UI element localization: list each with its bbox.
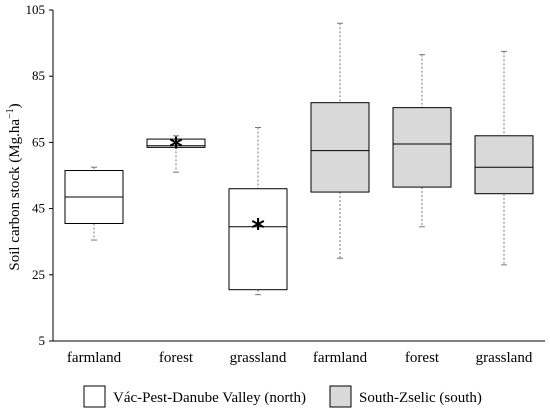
y-tick-label: 105 — [26, 2, 46, 17]
mean-asterisk-icon: * — [169, 133, 183, 163]
box-north-farmland — [64, 166, 124, 241]
y-tick-label: 65 — [32, 134, 45, 149]
legend: Vác-Pest-Danube Valley (north) South-Zse… — [83, 385, 482, 408]
axes-group — [52, 10, 545, 342]
category-labels: farmland forest grassland farmland forest gra… — [67, 350, 533, 366]
y-tick-label: 5 — [39, 333, 46, 348]
category-label-farmland: farmland — [313, 350, 368, 366]
y-axis-title-suffix: ) — [7, 103, 23, 108]
boxes-group: ** — [64, 22, 534, 296]
category-label-forest: forest — [405, 350, 440, 366]
y-axis-title-superscript: −1 — [5, 108, 16, 119]
box-body — [392, 107, 452, 188]
box-south-grassland — [474, 50, 534, 266]
box-south-farmland — [310, 22, 370, 259]
legend-swatch-north — [83, 385, 106, 408]
legend-label-south: South-Zselic (south) — [359, 390, 482, 406]
box-south-forest — [392, 54, 452, 228]
y-tick-label: 85 — [32, 68, 45, 83]
y-tick-label: 45 — [32, 201, 45, 216]
y-tick-labels: 5 25 45 65 85 105 — [26, 2, 53, 348]
box-body — [228, 188, 288, 291]
y-axis-title: Soil carbon stock (Mg.ha−1) — [5, 103, 23, 270]
box-body — [310, 102, 370, 193]
category-label-grassland: grassland — [230, 350, 287, 366]
y-tick-label: 25 — [32, 267, 45, 282]
legend-swatch-south — [329, 385, 352, 408]
category-label-farmland: farmland — [67, 350, 122, 366]
box-body — [146, 138, 206, 148]
legend-label-north: Vác-Pest-Danube Valley (north) — [113, 390, 306, 406]
box-north-grassland: * — [228, 127, 288, 296]
y-axis-title-main: Soil carbon stock (Mg.ha — [7, 119, 23, 271]
box-body — [474, 135, 534, 195]
category-label-grassland: grassland — [476, 350, 533, 366]
box-north-forest: * — [146, 133, 206, 173]
mean-asterisk-icon: * — [251, 214, 265, 244]
category-label-forest: forest — [159, 350, 194, 366]
